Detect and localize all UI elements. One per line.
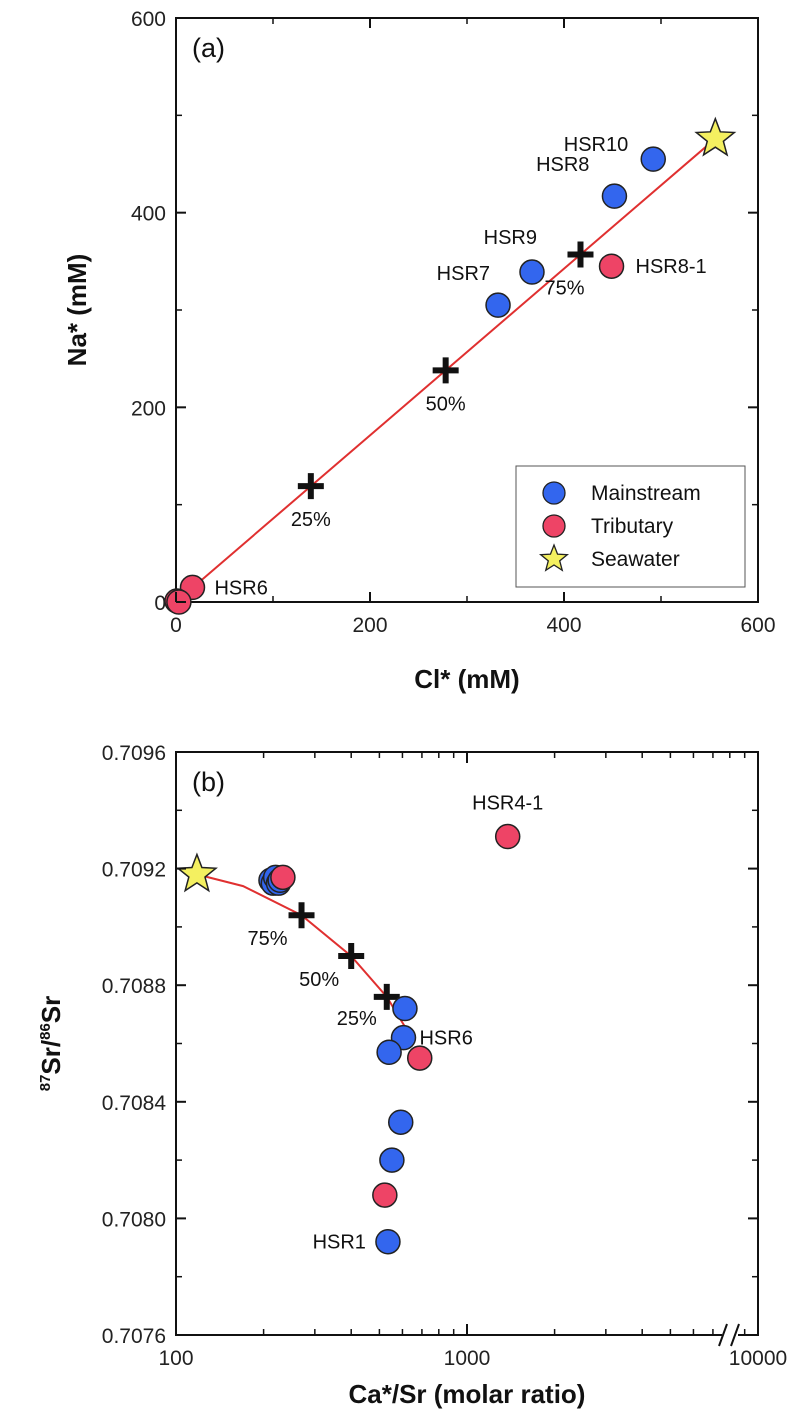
x-tick-label-b: 100 (158, 1347, 193, 1370)
mixing-marker-label-b: 50% (299, 969, 339, 991)
legend: Mainstream Tributary Seawater (515, 465, 746, 588)
y-axis-title-a: Na* (mM) (62, 254, 92, 367)
x-tick-label-b: 10000 (729, 1347, 787, 1370)
y-tick-label-b: 0.7092 (102, 859, 166, 882)
mainstream-point-a (485, 292, 511, 318)
point-label-a: HSR10 (564, 134, 628, 156)
y-axis-title-b: 87Sr/86Sr (36, 996, 66, 1092)
mixing-marker-a (432, 357, 459, 384)
mixing-curve-b (196, 873, 412, 1039)
point-label-a: HSR9 (484, 227, 537, 249)
mainstream-point-b (392, 995, 418, 1022)
y-tick-label-a: 600 (131, 8, 166, 31)
x-axis-title-b: Ca*/Sr (molar ratio) (349, 1379, 586, 1409)
mixing-marker-label-b: 75% (248, 928, 288, 950)
point-label-b: HSR1 (313, 1232, 366, 1254)
tributary-point-b (372, 1182, 398, 1208)
legend-entry-label: Mainstream (591, 482, 701, 505)
legend-entry-label: Tributary (591, 515, 674, 538)
mainstream-point-b (379, 1147, 405, 1173)
y-tick-label-b: 0.7088 (102, 975, 166, 998)
panel-b: 75% 50% 25% HSR6 HSR1 HSR4-1 100 1000 10000 0.7… (36, 742, 787, 1409)
mixing-marker-a (297, 473, 324, 500)
tributary-point-b (494, 823, 521, 850)
mainstream-point-a (640, 146, 666, 172)
y-tick-label-a: 0 (154, 592, 166, 615)
point-label-a: HSR8 (536, 154, 589, 176)
y-tick-label-a: 200 (131, 397, 166, 420)
point-label-b: HSR4-1 (472, 793, 543, 815)
panel-a-label: (a) (192, 33, 225, 63)
mainstream-point-b (387, 1109, 414, 1135)
y-tick-label-b: 0.7080 (102, 1208, 166, 1231)
mixing-marker-label-b: 25% (337, 1008, 377, 1030)
mixing-marker-b (373, 983, 400, 1010)
point-label-b: HSR6 (419, 1028, 472, 1050)
x-tick-label-b: 1000 (444, 1347, 491, 1370)
legend-circle-icon (542, 481, 566, 505)
legend-entry-label: Seawater (591, 548, 680, 571)
mixing-marker-b (288, 902, 315, 929)
axis-break-slash (730, 1323, 740, 1347)
legend-star-icon (538, 543, 570, 572)
point-label-a: HSR8-1 (636, 256, 707, 278)
mixing-marker-label-a: 75% (544, 278, 584, 300)
tributary-point-b (406, 1045, 433, 1071)
mixing-marker-label-a: 50% (426, 393, 466, 415)
legend-circle-icon (542, 514, 566, 538)
x-axis-title-a: Cl* (mM) (414, 664, 519, 694)
y-tick-label-b: 0.7096 (102, 742, 166, 765)
y-tick-label-a: 400 (131, 203, 166, 226)
mixing-marker-a (567, 241, 594, 268)
mainstream-point-a (601, 183, 628, 209)
tributary-point-b (270, 864, 296, 891)
mixing-marker-b (338, 943, 365, 970)
mainstream-point-b (376, 1039, 402, 1065)
tributary-point-a (598, 253, 625, 279)
seawater-star-b (175, 852, 218, 893)
point-label-a: HSR6 (214, 577, 267, 599)
axis-break-mark (718, 1321, 740, 1349)
x-tick-label-a: 200 (352, 614, 387, 637)
mainstream-point-a (519, 259, 545, 285)
panel-b-label: (b) (192, 767, 225, 797)
axis-break-slash (718, 1323, 728, 1347)
mainstream-point-b (375, 1228, 401, 1255)
y-tick-label-b: 0.7084 (102, 1092, 167, 1115)
x-tick-label-a: 400 (546, 614, 581, 637)
seawater-star-a (694, 116, 737, 157)
x-tick-label-a: 600 (740, 614, 775, 637)
x-tick-label-a: 0 (170, 614, 182, 637)
mixing-marker-label-a: 25% (291, 509, 331, 531)
point-label-a: HSR7 (437, 263, 490, 285)
y-tick-label-b: 0.7076 (102, 1325, 166, 1348)
